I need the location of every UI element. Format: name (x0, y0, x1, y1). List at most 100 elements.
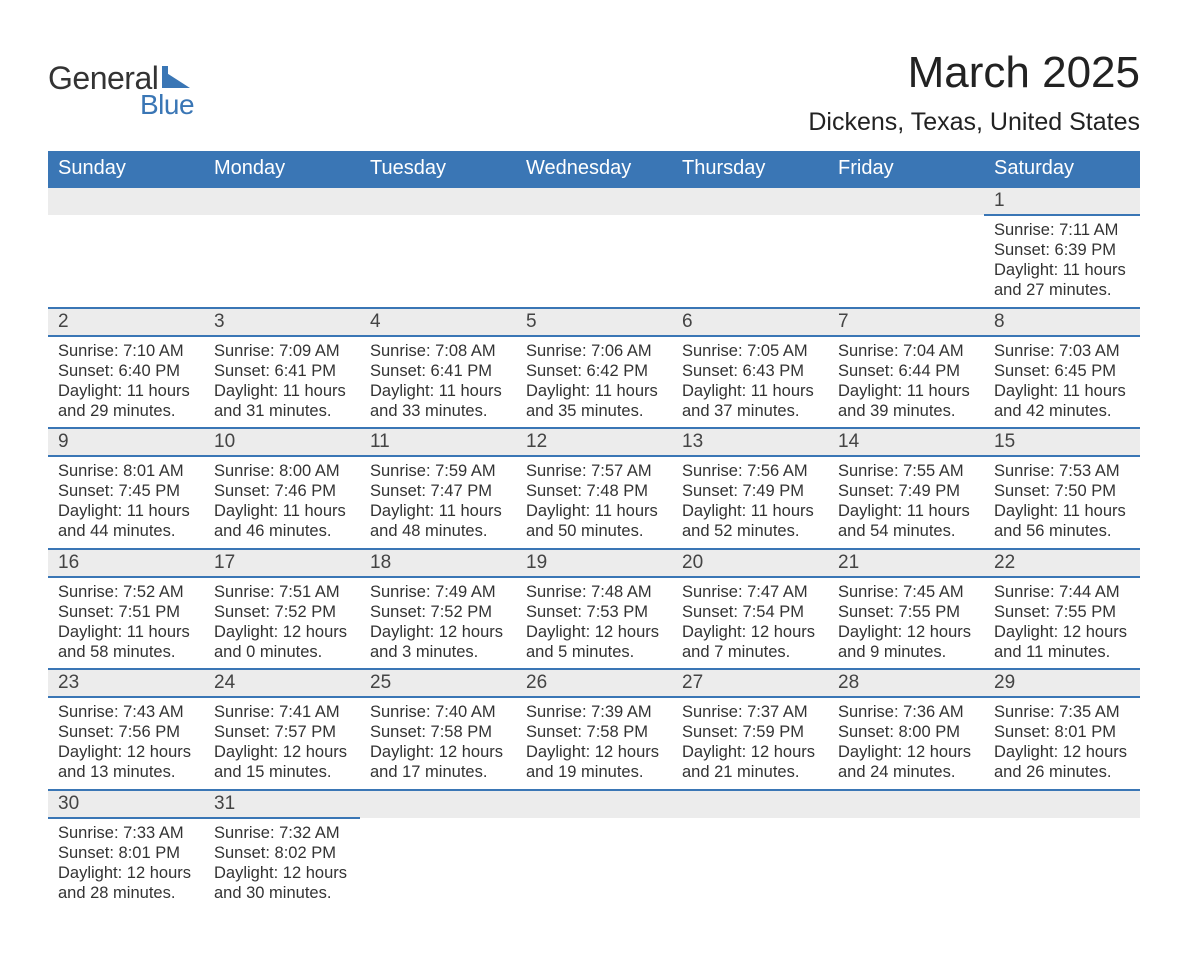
daydata-cell: Sunrise: 7:52 AMSunset: 7:51 PMDaylight:… (48, 577, 204, 670)
day-dl1: Daylight: 11 hours (370, 501, 506, 521)
day-dl1: Daylight: 11 hours (370, 381, 506, 401)
day-data: Sunrise: 7:32 AMSunset: 8:02 PMDaylight:… (204, 819, 360, 910)
daydata-cell (48, 215, 204, 308)
daydata-cell: Sunrise: 7:35 AMSunset: 8:01 PMDaylight:… (984, 697, 1140, 790)
day-dl1: Daylight: 11 hours (682, 381, 818, 401)
day-data: Sunrise: 7:39 AMSunset: 7:58 PMDaylight:… (516, 698, 672, 789)
day-data: Sunrise: 7:48 AMSunset: 7:53 PMDaylight:… (516, 578, 672, 669)
day-number (360, 791, 516, 817)
day-data: Sunrise: 7:59 AMSunset: 7:47 PMDaylight:… (360, 457, 516, 548)
day-sunset: Sunset: 8:01 PM (994, 722, 1130, 742)
day-sunrise: Sunrise: 7:51 AM (214, 582, 350, 602)
day-number: 17 (204, 550, 360, 576)
weekday-header: Thursday (672, 151, 828, 187)
daynum-cell (828, 187, 984, 215)
day-data: Sunrise: 8:01 AMSunset: 7:45 PMDaylight:… (48, 457, 204, 548)
daydata-cell: Sunrise: 7:41 AMSunset: 7:57 PMDaylight:… (204, 697, 360, 790)
day-sunset: Sunset: 8:02 PM (214, 843, 350, 863)
daydata-cell: Sunrise: 7:33 AMSunset: 8:01 PMDaylight:… (48, 818, 204, 910)
day-dl1: Daylight: 11 hours (214, 381, 350, 401)
day-dl1: Daylight: 12 hours (682, 622, 818, 642)
daydata-cell: Sunrise: 7:06 AMSunset: 6:42 PMDaylight:… (516, 336, 672, 429)
day-number: 30 (48, 791, 204, 817)
daydata-cell (360, 818, 516, 910)
day-dl1: Daylight: 12 hours (370, 742, 506, 762)
day-number: 10 (204, 429, 360, 455)
daydata-row: Sunrise: 7:52 AMSunset: 7:51 PMDaylight:… (48, 577, 1140, 670)
calendar-body: 1 Sunrise: 7:11 AMSunset: 6:39 PMDayligh… (48, 187, 1140, 909)
daydata-row: Sunrise: 7:43 AMSunset: 7:56 PMDaylight:… (48, 697, 1140, 790)
day-dl1: Daylight: 11 hours (58, 381, 194, 401)
logo-text-blue: Blue (140, 89, 194, 121)
day-sunrise: Sunrise: 7:47 AM (682, 582, 818, 602)
day-number: 14 (828, 429, 984, 455)
day-data: Sunrise: 7:52 AMSunset: 7:51 PMDaylight:… (48, 578, 204, 669)
day-dl2: and 9 minutes. (838, 642, 974, 662)
day-dl2: and 35 minutes. (526, 401, 662, 421)
day-dl2: and 26 minutes. (994, 762, 1130, 782)
day-sunset: Sunset: 7:53 PM (526, 602, 662, 622)
daydata-row: Sunrise: 8:01 AMSunset: 7:45 PMDaylight:… (48, 456, 1140, 549)
day-dl1: Daylight: 11 hours (838, 501, 974, 521)
day-sunrise: Sunrise: 7:48 AM (526, 582, 662, 602)
day-sunset: Sunset: 7:46 PM (214, 481, 350, 501)
daydata-cell (204, 215, 360, 308)
day-dl2: and 50 minutes. (526, 521, 662, 541)
day-sunset: Sunset: 7:49 PM (838, 481, 974, 501)
day-dl2: and 3 minutes. (370, 642, 506, 662)
day-number: 28 (828, 670, 984, 696)
day-sunrise: Sunrise: 7:49 AM (370, 582, 506, 602)
day-dl2: and 28 minutes. (58, 883, 194, 903)
daynum-row: 16171819202122 (48, 549, 1140, 577)
daynum-cell (48, 187, 204, 215)
day-dl1: Daylight: 11 hours (526, 381, 662, 401)
day-data: Sunrise: 7:44 AMSunset: 7:55 PMDaylight:… (984, 578, 1140, 669)
day-data: Sunrise: 7:04 AMSunset: 6:44 PMDaylight:… (828, 337, 984, 428)
day-data: Sunrise: 7:51 AMSunset: 7:52 PMDaylight:… (204, 578, 360, 669)
daynum-cell: 26 (516, 669, 672, 697)
day-data: Sunrise: 7:56 AMSunset: 7:49 PMDaylight:… (672, 457, 828, 548)
weekday-header: Monday (204, 151, 360, 187)
day-data (48, 215, 204, 245)
day-dl2: and 11 minutes. (994, 642, 1130, 662)
day-sunrise: Sunrise: 7:53 AM (994, 461, 1130, 481)
daydata-cell: Sunrise: 7:48 AMSunset: 7:53 PMDaylight:… (516, 577, 672, 670)
day-number (516, 791, 672, 817)
day-data: Sunrise: 7:08 AMSunset: 6:41 PMDaylight:… (360, 337, 516, 428)
day-data: Sunrise: 8:00 AMSunset: 7:46 PMDaylight:… (204, 457, 360, 548)
day-sunset: Sunset: 7:58 PM (526, 722, 662, 742)
day-sunrise: Sunrise: 7:08 AM (370, 341, 506, 361)
day-dl2: and 56 minutes. (994, 521, 1130, 541)
day-number (828, 188, 984, 214)
daydata-cell: Sunrise: 7:56 AMSunset: 7:49 PMDaylight:… (672, 456, 828, 549)
daynum-cell: 31 (204, 790, 360, 818)
day-dl1: Daylight: 12 hours (58, 742, 194, 762)
weekday-header: Sunday (48, 151, 204, 187)
day-dl1: Daylight: 11 hours (994, 381, 1130, 401)
daynum-cell: 20 (672, 549, 828, 577)
day-sunset: Sunset: 7:51 PM (58, 602, 194, 622)
day-data (360, 215, 516, 245)
weekday-header-row: Sunday Monday Tuesday Wednesday Thursday… (48, 151, 1140, 187)
daynum-cell: 30 (48, 790, 204, 818)
daynum-row: 23242526272829 (48, 669, 1140, 697)
day-number: 31 (204, 791, 360, 817)
daynum-cell: 8 (984, 308, 1140, 336)
day-sunset: Sunset: 7:49 PM (682, 481, 818, 501)
day-number: 8 (984, 309, 1140, 335)
daydata-cell (828, 818, 984, 910)
daydata-cell: Sunrise: 7:57 AMSunset: 7:48 PMDaylight:… (516, 456, 672, 549)
calendar-table: Sunday Monday Tuesday Wednesday Thursday… (48, 151, 1140, 909)
day-sunset: Sunset: 6:39 PM (994, 240, 1130, 260)
day-dl2: and 15 minutes. (214, 762, 350, 782)
daydata-cell: Sunrise: 7:37 AMSunset: 7:59 PMDaylight:… (672, 697, 828, 790)
day-dl1: Daylight: 11 hours (214, 501, 350, 521)
day-sunrise: Sunrise: 7:36 AM (838, 702, 974, 722)
logo: General Blue (48, 60, 194, 121)
day-sunrise: Sunrise: 7:56 AM (682, 461, 818, 481)
title-block: March 2025 Dickens, Texas, United States (808, 48, 1140, 137)
day-number (204, 188, 360, 214)
day-dl1: Daylight: 12 hours (838, 742, 974, 762)
day-sunrise: Sunrise: 7:59 AM (370, 461, 506, 481)
daydata-cell: Sunrise: 7:05 AMSunset: 6:43 PMDaylight:… (672, 336, 828, 429)
